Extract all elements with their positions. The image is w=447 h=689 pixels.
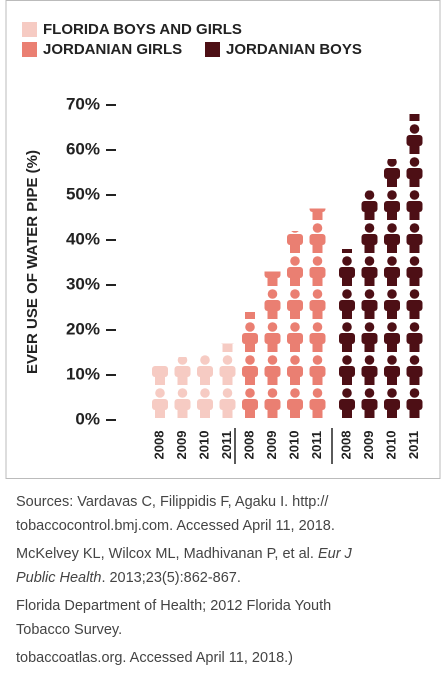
source-line: McKelvey KL, Wilcox ML, Madhivanan P, et… — [16, 542, 441, 566]
source-line: tobaccocontrol.bmj.com. Accessed April 1… — [16, 514, 441, 538]
source-line: Public Health. 2013;23(5):862-867. — [16, 566, 441, 590]
legend-label: FLORIDA BOYS AND GIRLS — [43, 21, 242, 38]
pictogram-column — [172, 357, 193, 420]
pictogram-column — [150, 366, 170, 420]
x-tick-label: 2009 — [174, 431, 189, 460]
source-text: Tobacco Survey. — [16, 622, 123, 638]
source-line: Florida Department of Health; 2012 Flori… — [16, 594, 441, 618]
pictogram-column — [240, 312, 260, 420]
x-tick-label: 2011 — [406, 431, 421, 459]
x-tick-label: 2011 — [219, 431, 234, 459]
source-line: tobaccoatlas.org. Accessed April 11, 201… — [16, 646, 441, 670]
pictogram-column — [337, 249, 357, 420]
source-line: Sources: Vardavas C, Filippidis F, Agaku… — [16, 490, 441, 514]
x-tick-label: 2010 — [196, 431, 211, 460]
legend-swatch — [22, 22, 37, 37]
x-tick-label: 2008 — [338, 431, 353, 460]
source-text: Public Health — [16, 570, 102, 586]
y-tick-label: 70% — [66, 94, 100, 113]
pictogram-column — [262, 271, 283, 420]
pictogram-column — [307, 208, 328, 420]
pictogram-column — [285, 231, 305, 420]
x-tick-label: 2008 — [151, 431, 166, 460]
x-tick-label: 2010 — [383, 431, 398, 460]
y-tick-label: 50% — [66, 184, 100, 203]
x-tick-label: 2009 — [361, 431, 376, 460]
y-axis-label: EVER USE OF WATER PIPE (%) — [24, 150, 41, 374]
x-tick-label: 2010 — [286, 431, 301, 460]
chart-frame — [5, 0, 441, 479]
pictogram-column — [404, 114, 425, 420]
legend-label: JORDANIAN BOYS — [226, 41, 362, 58]
legend-swatch — [22, 42, 37, 57]
y-tick-label: 20% — [66, 319, 100, 338]
y-tick-label: 0% — [75, 409, 100, 428]
source-text: Sources: Vardavas C, Filippidis F, Agaku… — [16, 494, 329, 510]
source-text: Eur J — [317, 546, 352, 562]
pictogram-column — [195, 352, 215, 420]
pictogram-column — [217, 343, 238, 420]
source-text: tobaccoatlas.org. Accessed April 11, 201… — [16, 650, 294, 666]
x-tick-label: 2008 — [241, 431, 256, 460]
source-text: tobaccocontrol.bmj.com. Accessed April 1… — [16, 518, 335, 534]
x-tick-label: 2009 — [264, 431, 279, 460]
legend-label: JORDANIAN GIRLS — [43, 41, 182, 58]
y-tick-label: 40% — [66, 229, 100, 248]
source-text: . 2013;23(5):862-867. — [101, 570, 241, 586]
x-tick-label: 2011 — [309, 431, 324, 459]
y-tick-label: 60% — [66, 139, 100, 158]
legend-swatch — [205, 42, 220, 57]
sources: Sources: Vardavas C, Filippidis F, Agaku… — [16, 490, 441, 670]
pictogram-column — [382, 159, 402, 420]
source-text: McKelvey KL, Wilcox ML, Madhivanan P, et… — [16, 546, 318, 562]
pictogram-column — [359, 190, 380, 420]
chart: EVER USE OF WATER PIPE (%) FLORIDA BOYS … — [5, 0, 441, 479]
y-tick-label: 10% — [66, 364, 100, 383]
source-text: Florida Department of Health; 2012 Flori… — [16, 598, 332, 614]
y-tick-label: 30% — [66, 274, 100, 293]
source-line: Tobacco Survey. — [16, 618, 441, 642]
